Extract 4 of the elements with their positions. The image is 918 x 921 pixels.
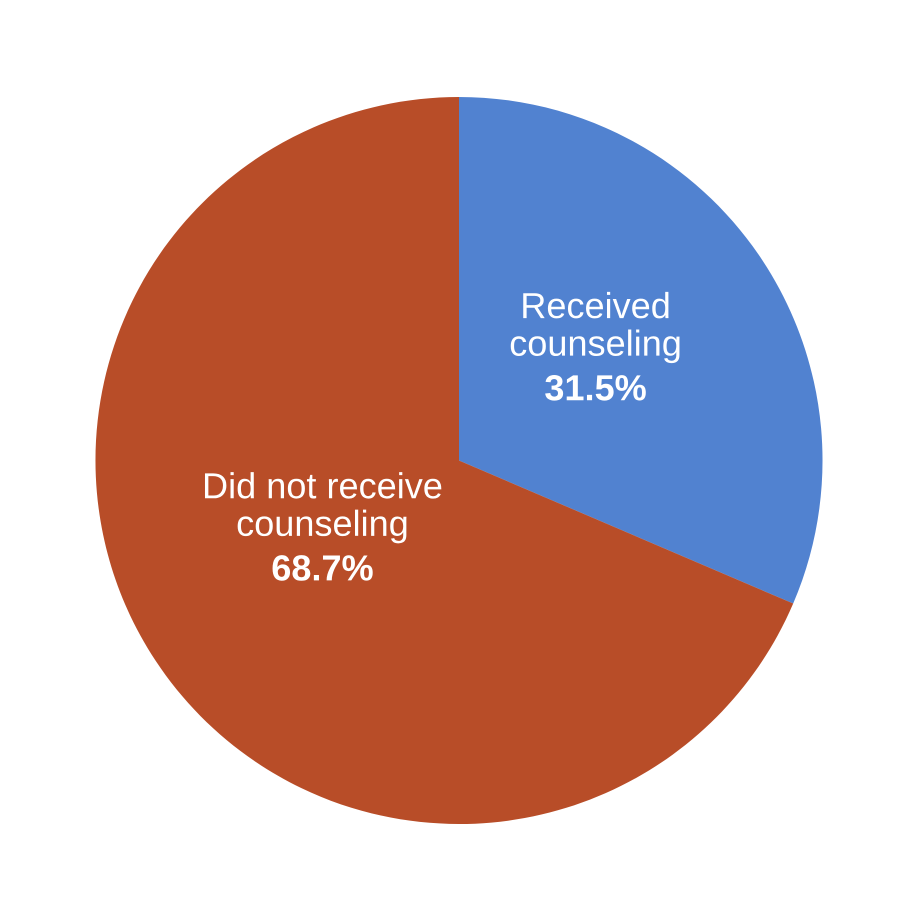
- data-label: 31.5%: [545, 375, 646, 401]
- slice-label: Did not receive counseling: [204, 472, 442, 544]
- slice-label: Received counseling: [510, 292, 680, 364]
- data-label: 68.7%: [272, 555, 373, 581]
